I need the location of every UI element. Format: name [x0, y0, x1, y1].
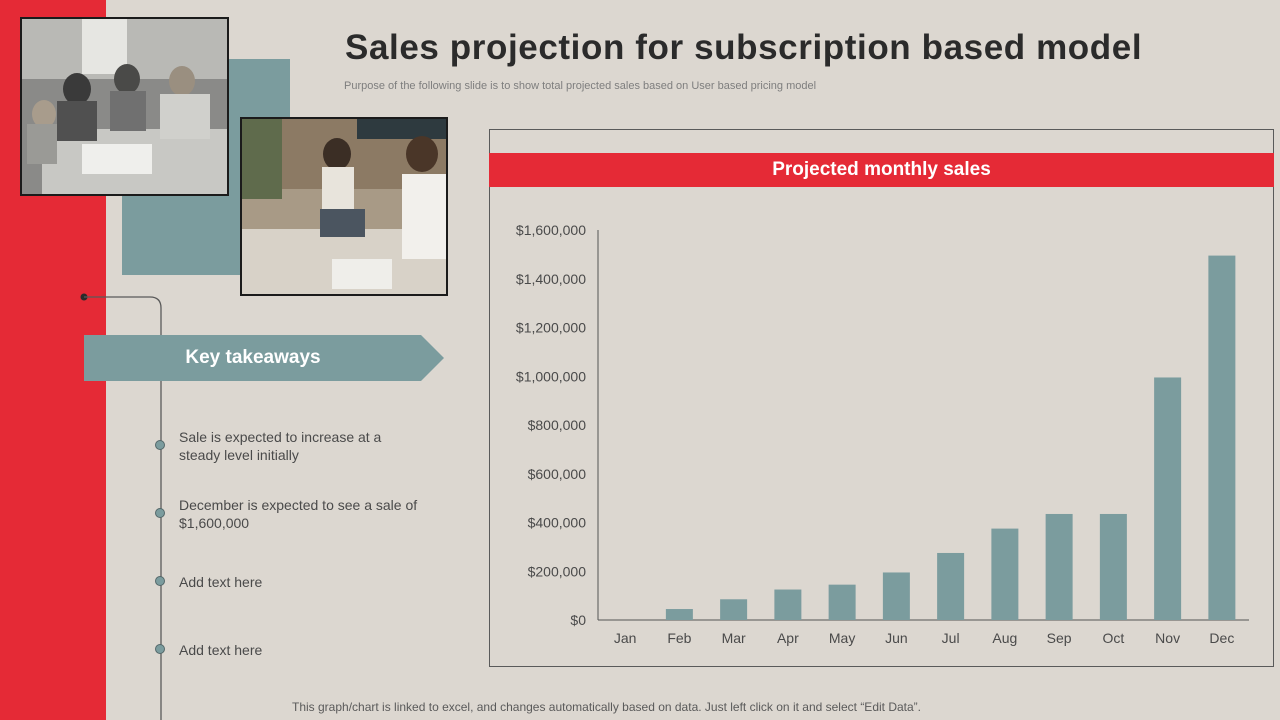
x-tick-label: Dec	[1209, 630, 1234, 646]
bar-aug	[991, 528, 1019, 620]
y-tick-label: $1,600,000	[516, 222, 586, 238]
y-tick-label: $400,000	[528, 515, 587, 531]
takeaway-text-3: Add text here	[179, 574, 263, 590]
takeaway-bullet-1	[155, 440, 165, 450]
bar-nov	[1154, 377, 1182, 620]
bar-feb	[665, 609, 693, 620]
page-title: Sales projection for subscription based …	[345, 28, 1143, 67]
y-tick-label: $600,000	[528, 466, 587, 482]
bar-dec	[1208, 255, 1236, 620]
takeaway-bullet-2	[155, 508, 165, 518]
bar-may	[828, 584, 856, 620]
x-tick-label: Feb	[667, 630, 691, 646]
x-tick-label: Aug	[992, 630, 1017, 646]
bar-apr	[774, 589, 802, 620]
projected-sales-bar-chart: $0 $200,000 $400,000 $600,000 $800,000 $1,000…	[516, 222, 1249, 646]
y-tick-label: $1,000,000	[516, 368, 586, 384]
bar-jun	[882, 572, 910, 620]
x-tick-label: May	[829, 630, 855, 646]
y-tick-label: $1,400,000	[516, 271, 586, 287]
y-tick-label: $1,200,000	[516, 320, 586, 336]
takeaway-text-2: December is expected to see a sale of $1…	[179, 497, 418, 531]
x-tick-label: Oct	[1102, 630, 1124, 646]
office-discussion-photo	[240, 117, 448, 296]
takeaway-bullet-3	[155, 576, 165, 586]
bar-mar	[720, 599, 748, 620]
x-tick-label: Jun	[885, 630, 908, 646]
x-tick-label: Apr	[777, 630, 799, 646]
y-tick-label: $200,000	[528, 563, 587, 579]
x-tick-label: Nov	[1155, 630, 1180, 646]
chart-frame	[489, 129, 1274, 667]
bar-oct	[1099, 513, 1127, 620]
y-tick-label: $0	[570, 612, 586, 628]
chart-footnote: This graph/chart is linked to excel, and…	[292, 700, 921, 714]
x-tick-label: Sep	[1047, 630, 1072, 646]
key-takeaways-banner: Key takeaways	[84, 335, 444, 381]
x-tick-label: Jan	[614, 630, 637, 646]
takeaway-bullet-4	[155, 644, 165, 654]
page-subtitle: Purpose of the following slide is to sho…	[344, 80, 817, 92]
chart-header: Projected monthly sales	[489, 153, 1274, 187]
x-tick-label: Jul	[942, 630, 960, 646]
bar-sep	[1045, 513, 1073, 620]
team-meeting-photo	[20, 17, 229, 196]
takeaway-text-4: Add text here	[179, 642, 263, 658]
y-tick-label: $800,000	[528, 417, 587, 433]
bar-jul	[937, 552, 965, 620]
x-tick-label: Mar	[722, 630, 746, 646]
takeaway-text-1: Sale is expected to increase at a steady…	[179, 429, 382, 463]
